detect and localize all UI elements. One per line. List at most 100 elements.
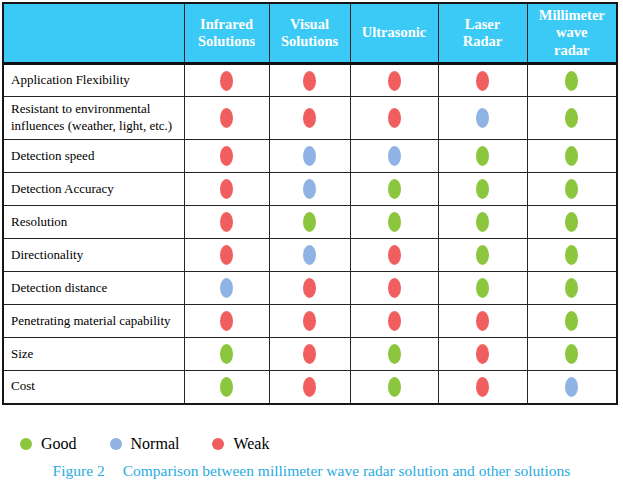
rating-cell <box>184 97 269 140</box>
legend: Good Normal Weak <box>20 435 623 453</box>
rating-dot-good <box>388 212 401 232</box>
header-row: Infrared SolutionsVisual SolutionsUltras… <box>3 3 617 64</box>
table-row: Detection speed <box>3 140 617 173</box>
rating-dot-weak <box>388 108 401 128</box>
table-row: Directionality <box>3 239 617 272</box>
corner-cell <box>3 3 184 64</box>
rating-cell <box>269 64 350 97</box>
rating-dot-weak <box>220 245 233 265</box>
rating-cell <box>438 97 527 140</box>
table-row: Application Flexibility <box>3 64 617 97</box>
rating-cell <box>269 97 350 140</box>
table-body: Application FlexibilityResistant to envi… <box>3 64 617 404</box>
rating-cell <box>269 206 350 239</box>
rating-dot-weak <box>388 311 401 331</box>
rating-dot-good <box>476 245 489 265</box>
rating-cell <box>527 338 617 371</box>
rating-dot-weak <box>220 311 233 331</box>
rating-cell <box>350 64 438 97</box>
rating-cell <box>527 206 617 239</box>
rating-dot-good <box>565 278 578 298</box>
figure-caption-text: Comparison between millimeter wave radar… <box>123 462 571 479</box>
table-row: Penetrating material capability <box>3 305 617 338</box>
rating-cell <box>184 173 269 206</box>
row-label: Detection speed <box>3 140 184 173</box>
rating-dot-weak <box>388 245 401 265</box>
rating-cell <box>527 173 617 206</box>
rating-cell <box>350 371 438 404</box>
figure-page: Infrared SolutionsVisual SolutionsUltras… <box>0 2 623 492</box>
rating-cell <box>527 97 617 140</box>
rating-cell <box>350 305 438 338</box>
rating-dot-good <box>565 344 578 364</box>
rating-dot-weak <box>220 108 233 128</box>
rating-dot-weak <box>220 179 233 199</box>
rating-cell <box>350 338 438 371</box>
table-row: Cost <box>3 371 617 404</box>
rating-cell <box>184 64 269 97</box>
rating-cell <box>350 206 438 239</box>
rating-dot-good <box>220 377 233 397</box>
rating-dot-weak <box>388 71 401 91</box>
row-label: Detection Accuracy <box>3 173 184 206</box>
rating-cell <box>527 140 617 173</box>
rating-cell <box>269 305 350 338</box>
table-row: Resolution <box>3 206 617 239</box>
legend-dot-good <box>20 438 32 450</box>
rating-cell <box>350 173 438 206</box>
rating-dot-good <box>476 146 489 166</box>
rating-cell <box>527 239 617 272</box>
rating-dot-weak <box>220 146 233 166</box>
rating-dot-normal <box>565 377 578 397</box>
legend-item-normal: Normal <box>110 435 180 453</box>
rating-dot-good <box>565 212 578 232</box>
figure-number: Figure 2 <box>53 462 105 479</box>
row-label: Resistant to environmental influences (w… <box>3 97 184 140</box>
row-label: Application Flexibility <box>3 64 184 97</box>
rating-cell <box>438 272 527 305</box>
rating-cell <box>269 272 350 305</box>
rating-cell <box>184 272 269 305</box>
table-row: Resistant to environmental influences (w… <box>3 97 617 140</box>
rating-dot-good <box>388 344 401 364</box>
rating-dot-weak <box>476 311 489 331</box>
rating-dot-normal <box>303 179 316 199</box>
legend-item-weak: Weak <box>212 435 269 453</box>
row-label: Resolution <box>3 206 184 239</box>
table-row: Detection Accuracy <box>3 173 617 206</box>
row-label: Cost <box>3 371 184 404</box>
column-header: Ultrasonic <box>350 3 438 64</box>
rating-dot-good <box>565 71 578 91</box>
rating-dot-normal <box>303 245 316 265</box>
rating-cell <box>184 239 269 272</box>
rating-dot-good <box>476 278 489 298</box>
rating-cell <box>269 371 350 404</box>
comparison-table: Infrared SolutionsVisual SolutionsUltras… <box>2 2 618 405</box>
table-row: Detection distance <box>3 272 617 305</box>
rating-cell <box>438 173 527 206</box>
rating-dot-good <box>476 179 489 199</box>
rating-cell <box>438 371 527 404</box>
rating-cell <box>438 64 527 97</box>
rating-dot-weak <box>476 377 489 397</box>
rating-dot-good <box>565 245 578 265</box>
rating-cell <box>527 64 617 97</box>
rating-cell <box>269 173 350 206</box>
rating-dot-good <box>565 146 578 166</box>
rating-cell <box>269 239 350 272</box>
rating-cell <box>350 239 438 272</box>
legend-label: Normal <box>131 435 180 453</box>
rating-cell <box>527 371 617 404</box>
rating-cell <box>184 305 269 338</box>
rating-dot-good <box>220 344 233 364</box>
rating-dot-weak <box>388 278 401 298</box>
rating-dot-good <box>476 212 489 232</box>
row-label: Penetrating material capability <box>3 305 184 338</box>
rating-dot-good <box>388 377 401 397</box>
legend-label: Good <box>41 435 77 453</box>
legend-label: Weak <box>233 435 269 453</box>
rating-cell <box>350 140 438 173</box>
rating-dot-normal <box>220 278 233 298</box>
rating-cell <box>350 97 438 140</box>
rating-dot-good <box>565 311 578 331</box>
